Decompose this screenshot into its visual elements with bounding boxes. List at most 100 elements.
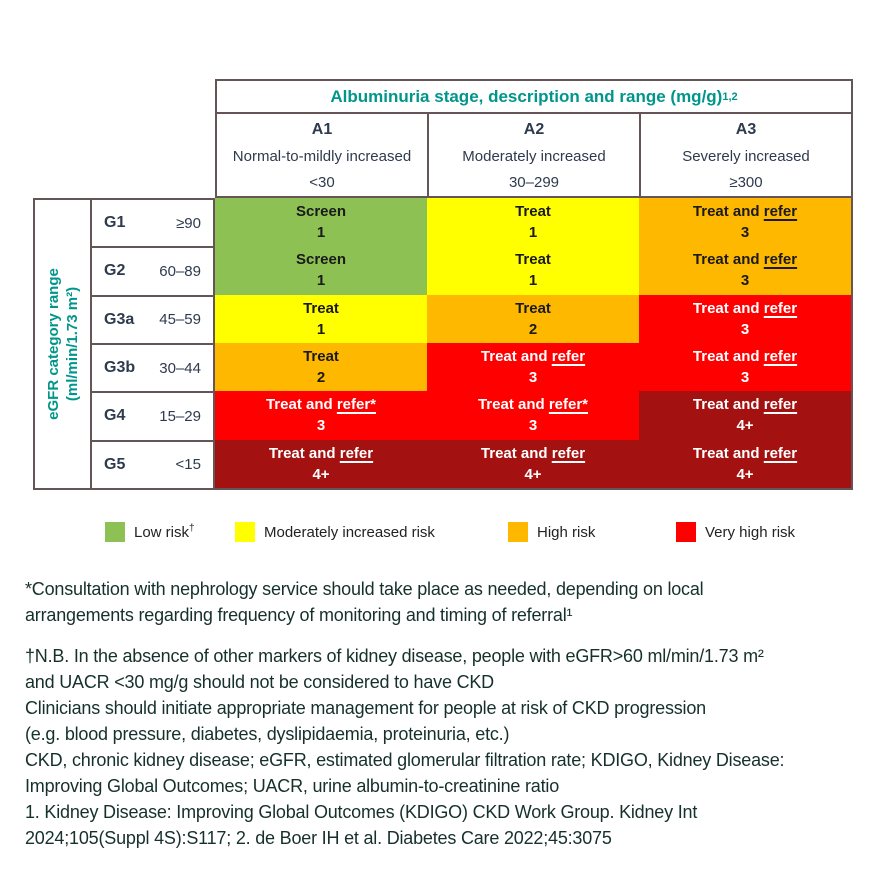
cell-action: Screen [295, 251, 347, 269]
cell-score: 1 [316, 320, 326, 338]
legend-item-very-high-risk: Very high risk [676, 522, 795, 542]
cell-action: Treat and [692, 203, 764, 221]
cell-action: Treat and [268, 444, 340, 462]
egfr-axis-line2: (ml/min/1.73 m²) [63, 286, 81, 402]
cell-action: Treat and [480, 444, 552, 462]
high-risk-swatch [508, 522, 528, 542]
legend-label: Moderately increased risk [264, 524, 435, 541]
stage-label: A1 [311, 121, 333, 139]
cell-action: Treat and [692, 299, 764, 317]
risk-cell-g2-a3: Treat and refer 3 [639, 246, 851, 295]
cell-score: 3 [740, 369, 750, 387]
legend-label-superscript: † [189, 522, 195, 534]
stage-description: Moderately increased [462, 147, 606, 165]
footnote-asterisk: *Consultation with nephrology service sh… [25, 579, 704, 625]
legend-label: Very high risk [705, 524, 795, 541]
risk-cell-g5-a1: Treat and refer 4+ [215, 439, 427, 488]
cell-score: 1 [528, 272, 538, 290]
legend-label-text: Low risk [134, 523, 190, 541]
gfr-row-g4: G4 15–29 [92, 391, 213, 439]
stage-range: 30–299 [508, 173, 560, 191]
cell-action-underlined: refer [763, 396, 798, 414]
risk-cell-g5-a2: Treat and refer 4+ [427, 439, 639, 488]
cell-action: Treat [515, 251, 551, 269]
cell-action: Treat and [477, 396, 549, 414]
stage-range: ≥300 [729, 173, 763, 191]
cell-action: Treat and [692, 251, 764, 269]
low-risk-swatch [105, 522, 125, 542]
cell-score: 3 [528, 417, 538, 435]
cell-action-underlined: refer [763, 444, 798, 462]
cell-score: 2 [528, 320, 538, 338]
cell-action-underlined: refer [551, 348, 586, 366]
gfr-row-g5: G5 <15 [92, 439, 213, 488]
cell-action-underlined: refer* [336, 396, 377, 414]
gfr-code: G1 [104, 214, 126, 232]
cell-action-underlined: refer [551, 444, 586, 462]
risk-cell-g5-a3: Treat and refer 4+ [639, 439, 851, 488]
legend-label: High risk [537, 524, 595, 541]
stage-description: Normal-to-mildly increased [232, 147, 412, 165]
albuminuria-col-a3: A3 Severely increased ≥300 [639, 114, 851, 198]
albuminuria-title-text: Albuminuria stage, description and range… [330, 86, 723, 106]
risk-grid: Screen 1 Treat 1 Treat and refer 3 Screen 1 … [215, 198, 853, 490]
risk-cell-g2-a2: Treat 1 [427, 246, 639, 295]
cell-action: Treat and [692, 444, 764, 462]
gfr-code: G3b [104, 359, 136, 377]
cell-score: 2 [316, 369, 326, 387]
legend-item-moderately-increased-risk: Moderately increased risk [235, 522, 435, 542]
albuminuria-header-title: Albuminuria stage, description and range… [217, 81, 851, 114]
risk-cell-g3b-a3: Treat and refer 3 [639, 342, 851, 392]
gfr-range: 45–59 [159, 311, 201, 329]
stage-description: Severely increased [682, 147, 810, 165]
cell-score: 1 [528, 224, 538, 242]
cell-action: Treat [515, 203, 551, 221]
gfr-row-g1: G1 ≥90 [92, 200, 213, 246]
risk-cell-g4-a1: Treat and refer* 3 [215, 391, 427, 440]
albuminuria-header: Albuminuria stage, description and range… [215, 79, 853, 198]
legend-label: Low risk† [134, 522, 195, 541]
cell-action-underlined: refer [763, 251, 798, 269]
risk-cell-g3a-a1: Treat 1 [215, 294, 427, 343]
gfr-range: <15 [175, 456, 201, 474]
cell-score: 4+ [736, 417, 754, 435]
cell-score: 3 [740, 272, 750, 290]
risk-cell-g3a-a3: Treat and refer 3 [639, 294, 851, 343]
cell-score: 4+ [736, 465, 754, 483]
cell-score: 1 [316, 272, 326, 290]
cell-action: Treat and [265, 396, 337, 414]
legend-label-text: High risk [537, 523, 596, 541]
egfr-axis-label: eGFR category range (ml/min/1.73 m²) [44, 268, 82, 420]
risk-cell-g1-a3: Treat and refer 3 [639, 198, 851, 247]
cell-action-underlined: refer [763, 203, 798, 221]
albuminuria-col-a2: A2 Moderately increased 30–299 [427, 114, 639, 198]
risk-cell-g3b-a2: Treat and refer 3 [427, 342, 639, 392]
gfr-row-g3b: G3b 30–44 [92, 342, 213, 391]
legend-label-text: Moderately increased risk [264, 523, 435, 541]
cell-action: Treat and [480, 348, 552, 366]
gfr-category-column: G1 ≥90 G2 60–89 G3a 45–59 G3b 30–44 G4 1… [92, 198, 215, 490]
cell-action-underlined: refer [763, 348, 798, 366]
gfr-range: 30–44 [159, 359, 201, 377]
egfr-axis-line1: eGFR category range [44, 268, 62, 420]
albuminuria-col-a1: A1 Normal-to-mildly increased <30 [217, 114, 427, 198]
cell-score: 1 [316, 224, 326, 242]
cell-action-underlined: refer* [548, 396, 589, 414]
stage-label: A2 [523, 121, 545, 139]
albuminuria-columns: A1 Normal-to-mildly increased <30 A2 Mod… [217, 114, 851, 198]
stage-label: A3 [735, 121, 757, 139]
cell-action: Treat [303, 299, 339, 317]
legend-item-high-risk: High risk [508, 522, 595, 542]
legend-label-text: Very high risk [705, 523, 796, 541]
cell-action: Treat [303, 348, 339, 366]
cell-action: Screen [295, 203, 347, 221]
cell-action: Treat and [692, 348, 764, 366]
legend-item-low-risk: Low risk† [105, 522, 195, 542]
cell-score: 4+ [524, 465, 542, 483]
gfr-range: ≥90 [176, 214, 201, 232]
cell-score: 3 [740, 224, 750, 242]
cell-score: 3 [740, 320, 750, 338]
risk-cell-g4-a3: Treat and refer 4+ [639, 391, 851, 440]
gfr-code: G3a [104, 310, 135, 328]
